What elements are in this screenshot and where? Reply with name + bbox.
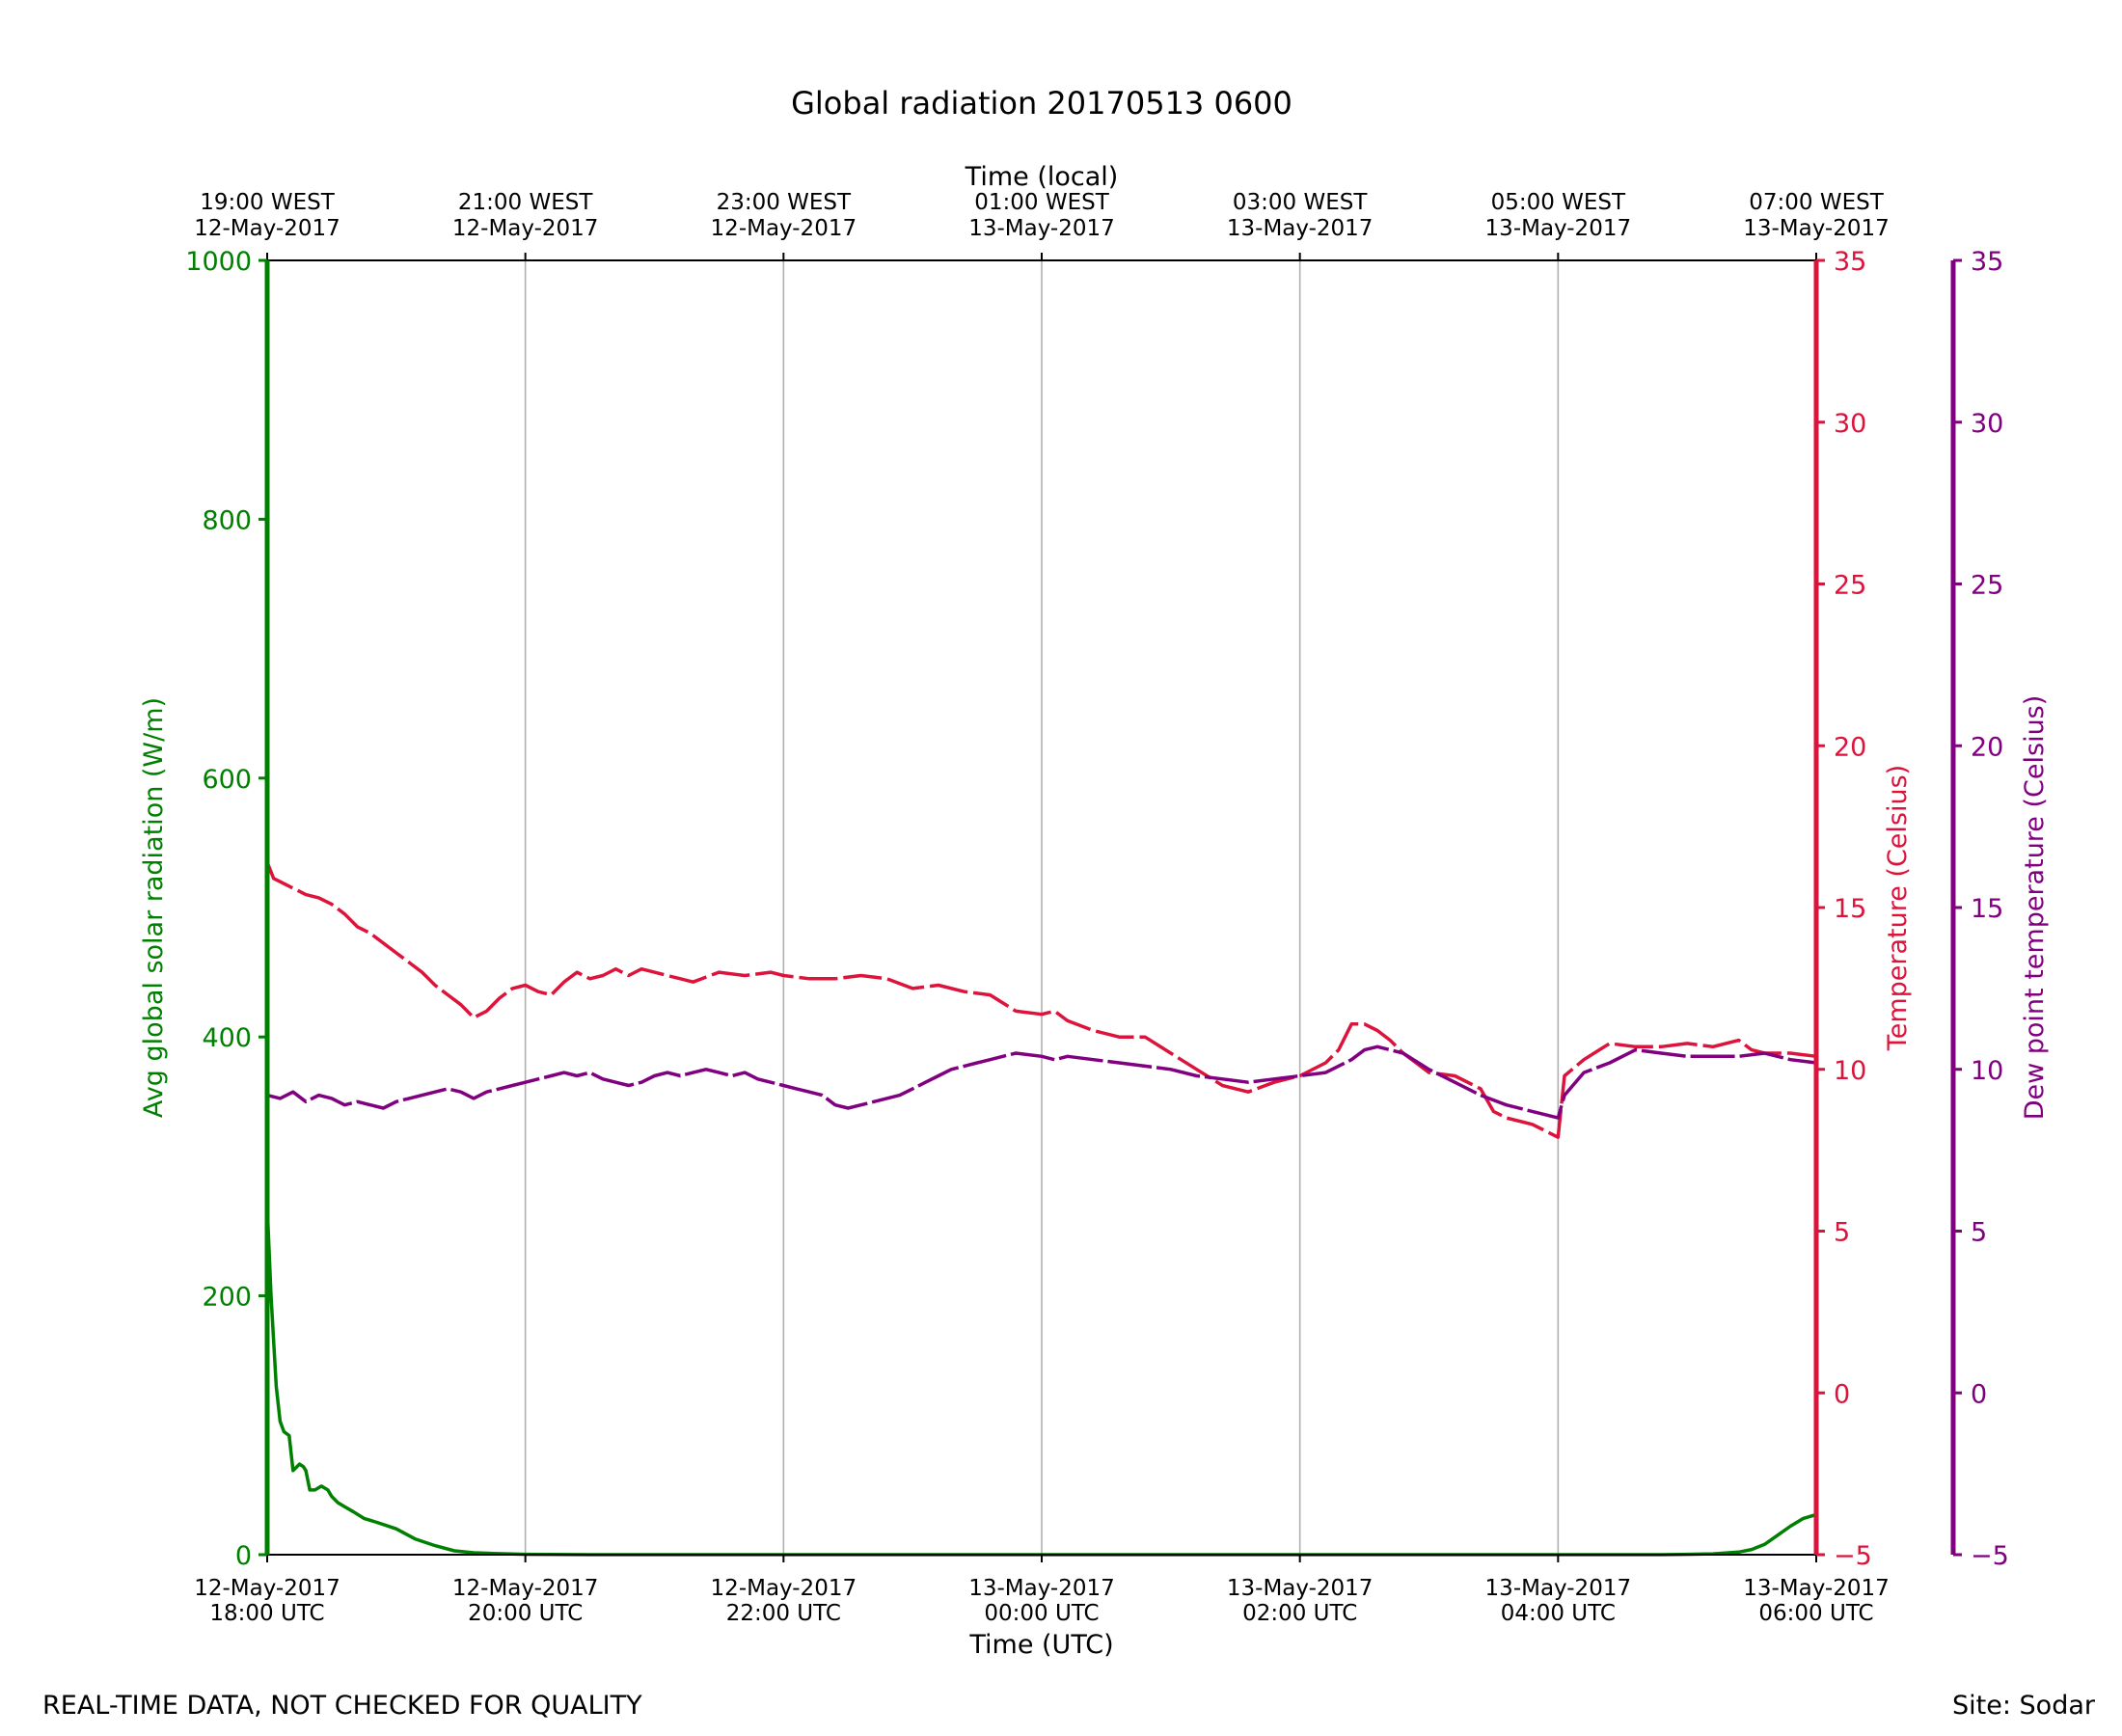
dewpoint-tick-label: 0 xyxy=(1971,1379,1987,1409)
radiation-tick-label: 200 xyxy=(202,1283,252,1313)
top-tick-label-time: 07:00 WEST xyxy=(1749,190,1884,215)
top-tick-label-time: 05:00 WEST xyxy=(1491,190,1626,215)
radiation-tick-label: 800 xyxy=(202,505,252,535)
radiation-tick-label: 1000 xyxy=(185,247,252,277)
x-tick-label-time: 20:00 UTC xyxy=(468,1601,583,1626)
radiation-tick-label: 400 xyxy=(202,1023,252,1053)
dewpoint-tick-label: 15 xyxy=(1971,894,2003,924)
y-axis-label-radiation: Avg global solar radiation (W/m) xyxy=(139,697,169,1118)
dewpoint-tick-label: 30 xyxy=(1971,409,2003,439)
x-tick-label-date: 13-May-2017 xyxy=(1227,1576,1374,1601)
x-tick-label-date: 12-May-2017 xyxy=(194,1576,340,1601)
top-tick-label-time: 23:00 WEST xyxy=(717,190,852,215)
temperature-tick-label: 15 xyxy=(1834,894,1866,924)
top-tick-label-time: 21:00 WEST xyxy=(458,190,593,215)
temperature-tick-label: 25 xyxy=(1834,571,1866,601)
x-tick-label-date: 13-May-2017 xyxy=(968,1576,1115,1601)
temperature-tick-label: 0 xyxy=(1834,1379,1850,1409)
dewpoint-tick-label: −5 xyxy=(1971,1541,2009,1571)
x-axis-label: Time (UTC) xyxy=(968,1630,1113,1660)
top-tick-label-date: 13-May-2017 xyxy=(1743,216,1890,241)
top-tick-label-date: 12-May-2017 xyxy=(194,216,340,241)
temperature-tick-label: −5 xyxy=(1834,1541,1872,1571)
radiation-tick-label: 0 xyxy=(235,1541,252,1571)
dewpoint-tick-label: 5 xyxy=(1971,1218,1987,1248)
dewpoint-tick-label: 10 xyxy=(1971,1056,2003,1086)
top-tick-label-date: 12-May-2017 xyxy=(452,216,599,241)
x-tick-label-time: 18:00 UTC xyxy=(209,1601,324,1626)
top-tick-label-time: 01:00 WEST xyxy=(974,190,1109,215)
temperature-tick-label: 20 xyxy=(1834,732,1866,762)
top-tick-label-date: 13-May-2017 xyxy=(968,216,1115,241)
top-tick-label-date: 12-May-2017 xyxy=(711,216,857,241)
footer-quality-note: REAL-TIME DATA, NOT CHECKED FOR QUALITY xyxy=(42,1691,642,1721)
x-tick-label-date: 13-May-2017 xyxy=(1485,1576,1632,1601)
footer-site: Site: Sodar xyxy=(1952,1691,2096,1721)
dewpoint-line xyxy=(266,1044,1817,1120)
x-tick-label-date: 12-May-2017 xyxy=(711,1576,857,1601)
top-tick-label-time: 03:00 WEST xyxy=(1233,190,1368,215)
temperature-line xyxy=(265,861,1817,1139)
dewpoint-tick-label: 25 xyxy=(1971,571,2003,601)
x-tick-label-time: 02:00 UTC xyxy=(1242,1601,1357,1626)
temperature-tick-label: 10 xyxy=(1834,1056,1866,1086)
temperature-tick-label: 35 xyxy=(1834,247,1866,277)
dewpoint-tick-label: 35 xyxy=(1971,247,2003,277)
x-tick-label-time: 00:00 UTC xyxy=(984,1601,1099,1626)
top-tick-label-time: 19:00 WEST xyxy=(200,190,335,215)
y-axis-label-dewpoint: Dew point temperature (Celsius) xyxy=(2020,695,2050,1121)
top-tick-label-date: 13-May-2017 xyxy=(1485,216,1632,241)
top-tick-label-date: 13-May-2017 xyxy=(1227,216,1374,241)
x-axis-top-label: Time (local) xyxy=(965,162,1119,192)
x-tick-label-time: 06:00 UTC xyxy=(1758,1601,1873,1626)
x-tick-label-date: 12-May-2017 xyxy=(452,1576,599,1601)
temperature-tick-label: 30 xyxy=(1834,409,1866,439)
radiation-tick-label: 600 xyxy=(202,765,252,795)
x-tick-label-date: 13-May-2017 xyxy=(1743,1576,1890,1601)
x-tick-label-time: 22:00 UTC xyxy=(726,1601,841,1626)
dewpoint-tick-label: 20 xyxy=(1971,732,2003,762)
x-tick-label-time: 04:00 UTC xyxy=(1501,1601,1616,1626)
temperature-tick-label: 5 xyxy=(1834,1218,1850,1248)
y-axis-label-temperature: Temperature (Celsius) xyxy=(1883,765,1913,1051)
chart-title: Global radiation 20170513 0600 xyxy=(791,85,1292,122)
grid-lines xyxy=(524,260,1560,1555)
